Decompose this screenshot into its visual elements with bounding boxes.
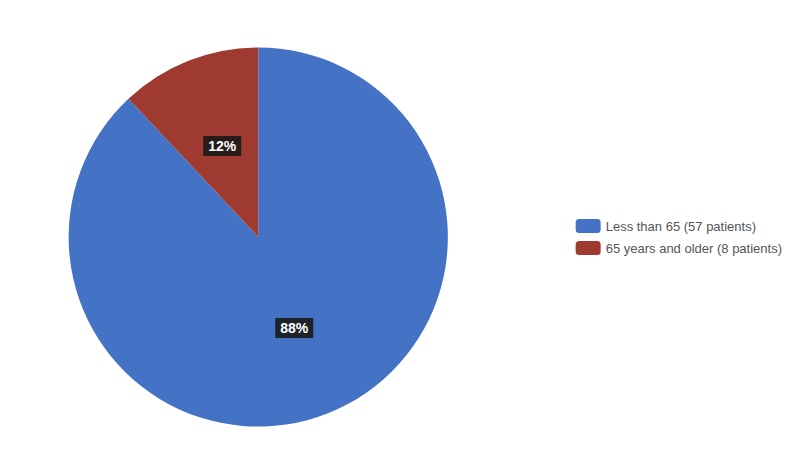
svg-text:65 years and older (8 patients: 65 years and older (8 patients) xyxy=(606,241,782,256)
svg-text:Less than 65 (57 patients): Less than 65 (57 patients) xyxy=(606,219,756,234)
svg-text:12%: 12% xyxy=(208,138,237,154)
svg-text:88%: 88% xyxy=(280,320,309,336)
